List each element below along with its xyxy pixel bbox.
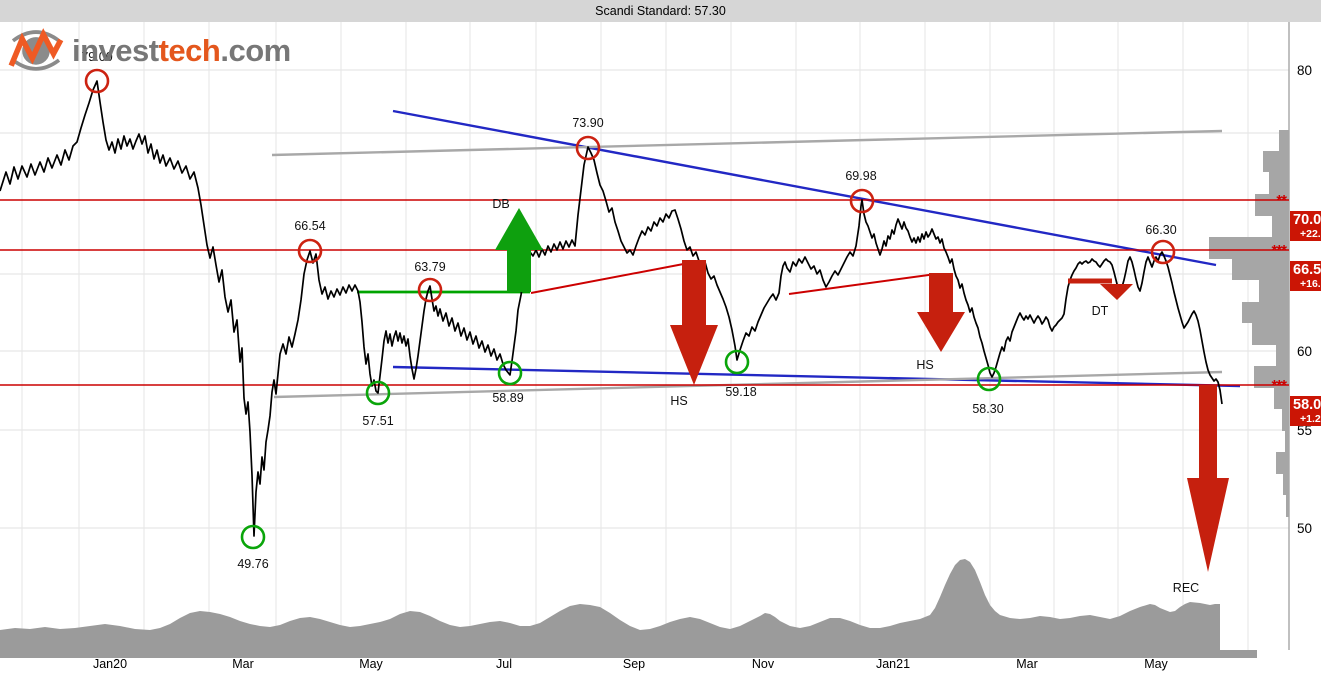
month-label: Mar: [232, 657, 254, 671]
signal-circle: [297, 238, 323, 264]
price-point-label: 49.76: [237, 557, 268, 571]
badge-change: +16.: [1300, 277, 1321, 290]
level-badge-70.0: 70.0 +22.: [1290, 211, 1321, 241]
volume-by-price-bar: [1279, 130, 1289, 151]
y-axis-label: 50: [1297, 521, 1312, 536]
chart-title: Scandi Standard: 57.30: [595, 4, 726, 18]
signal-circle: [849, 188, 875, 214]
price-point-label: 73.90: [572, 116, 603, 130]
red-double-top-arrow: [1100, 284, 1133, 300]
chart-title-bar: Scandi Standard: 57.30: [0, 0, 1321, 22]
badge-price: 58.0: [1293, 397, 1321, 413]
price-chart: 79.00 66.54 63.79 73.90 69.98 66.30 57.51 49.76…: [0, 22, 1312, 671]
month-label: May: [1144, 657, 1168, 671]
price-point-label: 58.30: [972, 402, 1003, 416]
volume-by-price-bar: [1242, 302, 1289, 323]
red-neckline-2: [788, 273, 937, 295]
investtech-logo[interactable]: investtech.com: [8, 27, 291, 73]
price-point-label: 59.18: [725, 385, 756, 399]
volume-by-price-bar: [1276, 452, 1289, 474]
month-label: Jul: [496, 657, 512, 671]
volume-by-price-bar: [1259, 280, 1289, 302]
investtech-logo-icon: [8, 28, 64, 71]
price-line: [0, 80, 1223, 537]
pattern-label: HS: [916, 358, 933, 372]
blue-resistance-trendline: [392, 109, 1217, 267]
y-axis-label: 55: [1297, 423, 1312, 438]
month-label: Mar: [1016, 657, 1038, 671]
logo-invest: invest: [72, 32, 159, 68]
signal-circle: [575, 135, 601, 161]
badge-price: 66.5: [1293, 262, 1321, 278]
y-axis-label: 60: [1297, 344, 1312, 359]
badge-change: +1.2: [1300, 412, 1321, 425]
signal-circle: [417, 277, 443, 303]
level-badge-66.5: 66.5 +16.: [1290, 261, 1321, 291]
green-buy-arrow: [495, 208, 543, 292]
level-badge-58.0: 58.0 +1.2: [1290, 396, 1321, 426]
volume-by-price-bar: [1232, 259, 1289, 280]
level-stars: **: [1276, 192, 1287, 209]
volume-by-price-bar: [1283, 474, 1289, 495]
price-point-label: 58.89: [492, 391, 523, 405]
logo-com: .com: [220, 32, 291, 68]
logo-tech: tech: [158, 32, 221, 68]
volume-by-price-bar: [1282, 409, 1289, 431]
month-label: Jan20: [93, 657, 127, 671]
red-sell-arrow-hs1: [670, 260, 718, 385]
investtech-logo-text: investtech.com: [72, 35, 291, 66]
volume-by-price-bar: [1276, 345, 1289, 366]
volume-by-price-bar: [1285, 431, 1289, 452]
price-point-label: 57.51: [362, 414, 393, 428]
blue-support-trendline: [392, 365, 1241, 388]
level-stars: ***: [1271, 242, 1287, 259]
volume-by-price-bar: [1252, 323, 1289, 345]
red-sell-arrow-hs2: [917, 273, 965, 352]
month-label: Sep: [623, 657, 645, 671]
volume-by-price-bar: [1272, 216, 1289, 237]
volume-by-price-bar: [1263, 151, 1289, 172]
signal-circle: [365, 380, 391, 406]
badge-price: 70.0: [1293, 212, 1321, 228]
y-axis-label: 80: [1297, 63, 1312, 78]
signal-circle: [976, 366, 1002, 392]
volume-by-price-bar: [1209, 237, 1289, 259]
month-label: Jan21: [876, 657, 910, 671]
price-point-label: 79.00: [81, 50, 112, 64]
signal-circle: [1150, 239, 1176, 265]
signal-circle: [497, 360, 523, 386]
price-point-label: 66.30: [1145, 223, 1176, 237]
gray-upper-trendline: [271, 129, 1223, 157]
volume-by-price-bar: [1286, 495, 1289, 517]
price-point-label: 69.98: [845, 169, 876, 183]
price-point-label: 63.79: [414, 260, 445, 274]
x-axis-bar: [0, 650, 1257, 658]
pattern-label: REC: [1173, 581, 1199, 595]
red-sell-arrow-rec: [1187, 385, 1229, 572]
volume-by-price-bar: [1269, 172, 1289, 194]
signal-circle: [240, 524, 266, 550]
month-label: Nov: [752, 657, 775, 671]
pattern-label: HS: [670, 394, 687, 408]
month-label: May: [359, 657, 383, 671]
volume-by-price-bar: [1254, 366, 1289, 388]
red-neckline-1: [530, 261, 695, 294]
badge-change: +22.: [1300, 227, 1321, 240]
pattern-label: DB: [492, 197, 509, 211]
pattern-label: DT: [1092, 304, 1109, 318]
volume-by-price-bar: [1274, 388, 1289, 409]
signal-circle: [84, 68, 110, 94]
level-stars: ***: [1271, 377, 1287, 394]
volume-area: [0, 559, 1220, 650]
price-point-label: 66.54: [294, 219, 325, 233]
signal-circle: [724, 349, 750, 375]
